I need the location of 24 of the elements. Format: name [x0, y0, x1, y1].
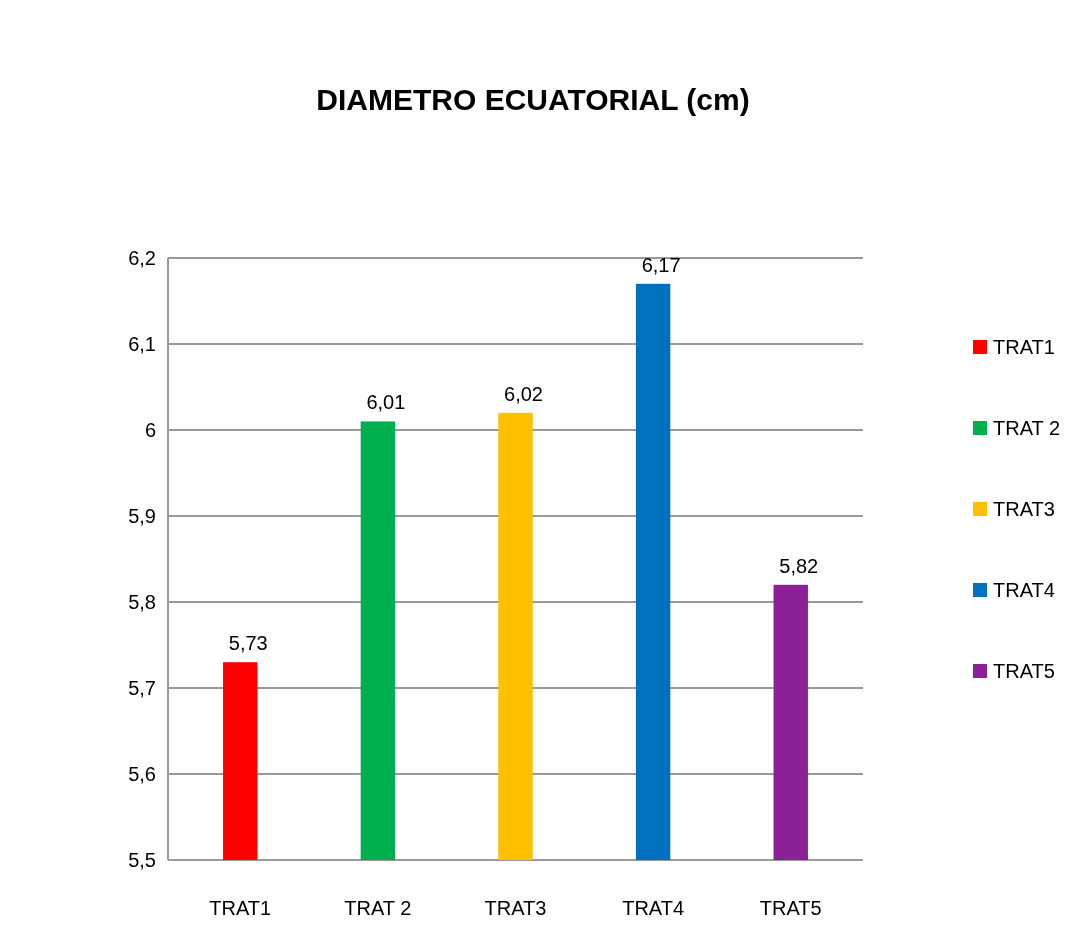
legend-label: TRAT3 [993, 498, 1055, 520]
y-tick-label: 5,5 [128, 849, 156, 871]
legend-label: TRAT5 [993, 660, 1055, 682]
legend-label: TRAT1 [993, 336, 1055, 358]
x-tick-label: TRAT4 [622, 897, 685, 919]
chart-title: DIAMETRO ECUATORIAL (cm) [316, 83, 750, 116]
data-label: 5,82 [779, 554, 819, 577]
y-tick-label: 6 [144, 419, 156, 441]
y-tick-label: 5,7 [128, 677, 156, 699]
x-tick-label: TRAT 2 [344, 897, 412, 919]
data-label: 6,01 [366, 391, 406, 414]
y-tick-label: 6,2 [128, 247, 156, 269]
data-label: 6,02 [504, 382, 543, 405]
y-tick-label: 6,1 [128, 333, 156, 355]
data-label: 6,17 [641, 253, 681, 276]
y-tick-label: 5,6 [128, 763, 156, 785]
data-label: 5,73 [228, 632, 268, 655]
legend-label: TRAT 2 [993, 417, 1061, 439]
y-tick-label: 5,9 [128, 505, 156, 527]
legend-label: TRAT4 [993, 579, 1055, 601]
x-tick-label: TRAT1 [209, 897, 272, 919]
x-tick-label: TRAT5 [759, 897, 822, 919]
y-tick-label: 5,8 [128, 591, 156, 613]
x-tick-label: TRAT3 [484, 897, 547, 919]
